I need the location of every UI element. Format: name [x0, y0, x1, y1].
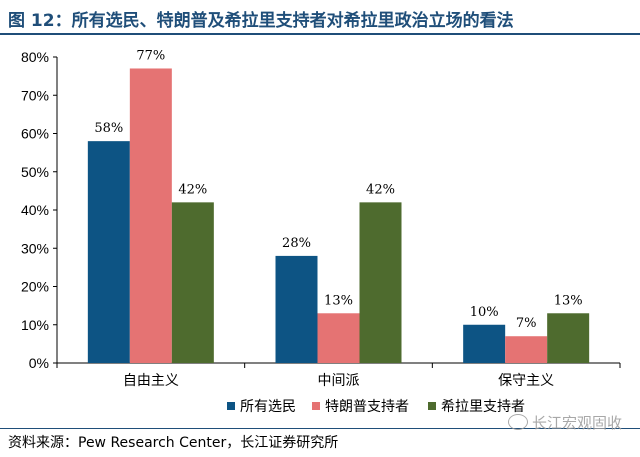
bar	[463, 324, 506, 363]
data-label: 10%	[470, 305, 499, 320]
bar	[359, 202, 402, 363]
data-label: 7%	[516, 316, 537, 331]
figure-title: 图 12：所有选民、特朗普及希拉里支持者对希拉里政治立场的看法	[8, 11, 514, 31]
footer-divider	[0, 428, 640, 429]
bar	[87, 141, 130, 363]
legend-swatch	[428, 402, 436, 410]
data-label: 13%	[324, 293, 353, 308]
y-tick-label: 40%	[21, 202, 49, 218]
y-tick-label: 60%	[21, 126, 49, 142]
legend-label: 特朗普支持者	[325, 399, 409, 415]
legend-label: 所有选民	[240, 399, 296, 415]
legend-label: 希拉里支持者	[441, 399, 525, 415]
legend-swatch	[227, 402, 235, 410]
data-label: 58%	[94, 121, 123, 136]
bar	[275, 255, 318, 363]
title-divider	[0, 33, 640, 35]
bar	[317, 313, 360, 363]
data-label: 42%	[178, 182, 207, 197]
y-tick-label: 70%	[21, 87, 49, 103]
y-tick-label: 50%	[21, 164, 49, 180]
y-tick-label: 30%	[21, 240, 49, 256]
bar	[505, 336, 548, 363]
source-note: 资料来源：Pew Research Center，长江证券研究所	[8, 435, 339, 451]
watermark-text: 长江宏观固收	[531, 414, 622, 432]
y-tick-label: 20%	[21, 279, 49, 295]
bar	[547, 313, 590, 363]
x-tick-label: 保守主义	[498, 373, 554, 389]
x-tick-label: 自由主义	[123, 373, 179, 389]
data-label: 42%	[366, 182, 395, 197]
bar	[129, 68, 172, 363]
wechat-icon	[507, 414, 528, 430]
y-tick-label: 10%	[21, 317, 49, 333]
title-bar: 图 12：所有选民、特朗普及希拉里支持者对希拉里政治立场的看法	[0, 0, 640, 35]
x-tick-label: 中间派	[318, 373, 360, 389]
data-label: 13%	[554, 293, 583, 308]
bar	[171, 202, 214, 363]
data-label: 28%	[282, 236, 311, 251]
data-label: 77%	[136, 48, 165, 63]
watermark: 长江宏观固收	[507, 412, 622, 433]
y-tick-label: 0%	[29, 355, 49, 371]
legend-swatch	[312, 402, 320, 410]
y-tick-label: 80%	[21, 49, 49, 65]
